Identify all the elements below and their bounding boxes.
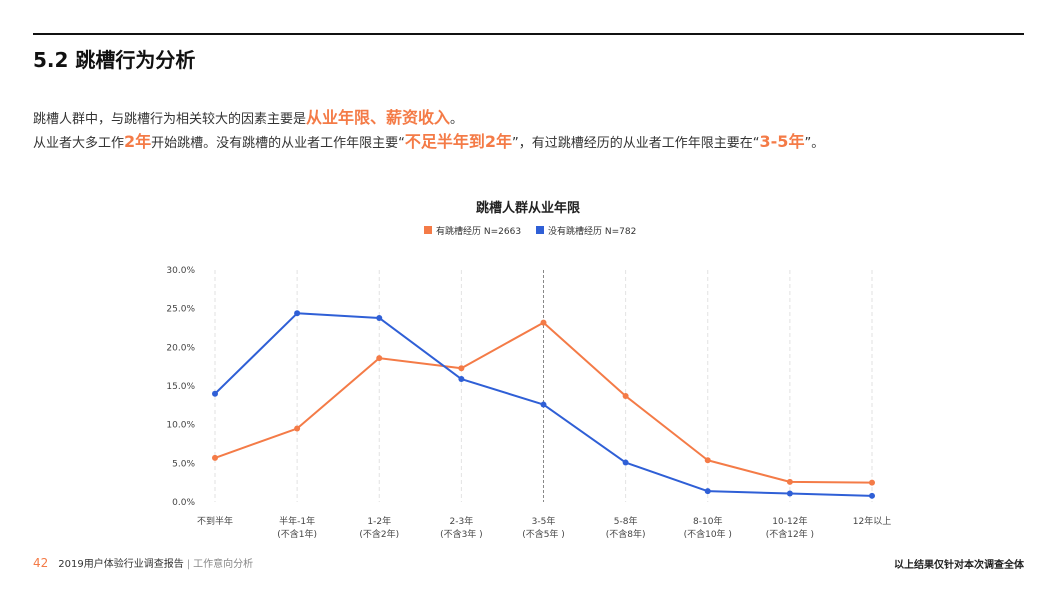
summary-highlight: 不足半年到2年 bbox=[404, 132, 513, 151]
data-point bbox=[622, 393, 629, 400]
data-point bbox=[376, 355, 383, 362]
summary-highlight: 3-5年 bbox=[759, 132, 805, 151]
summary-text: 跳槽人群中，与跳槽行为相关较大的因素主要是 bbox=[33, 112, 307, 127]
data-point bbox=[458, 376, 465, 383]
legend-swatch bbox=[536, 226, 544, 234]
data-point bbox=[622, 459, 629, 466]
summary-line-2: 从业者大多工作2年开始跳槽。没有跳槽的从业者工作年限主要“不足半年到2年”，有过… bbox=[33, 128, 824, 152]
y-tick-label: 25.0% bbox=[166, 305, 195, 315]
y-tick-label: 10.0% bbox=[166, 421, 195, 431]
page-number: 42 bbox=[33, 556, 49, 570]
summary-highlight: 从业年限、薪资收入 bbox=[306, 108, 451, 127]
data-point bbox=[540, 319, 547, 326]
section-name: 工作意向分析 bbox=[193, 559, 254, 570]
x-tick-label: (不含1年) bbox=[277, 528, 317, 540]
summary-line-1: 跳槽人群中，与跳槽行为相关较大的因素主要是从业年限、薪资收入。 bbox=[33, 104, 463, 128]
x-tick-label: (不含10年 ) bbox=[684, 528, 732, 540]
report-name: 2019用户体验行业调查报告 bbox=[58, 559, 184, 570]
x-tick-label: 半年-1年 bbox=[279, 515, 315, 527]
x-tick-label: (不含5年 ) bbox=[522, 528, 565, 540]
data-point bbox=[786, 478, 793, 485]
x-tick-label: 12年以上 bbox=[853, 515, 891, 527]
data-point bbox=[540, 401, 547, 408]
data-point bbox=[704, 457, 711, 464]
chart-grid bbox=[214, 270, 873, 502]
footer-left: 42 2019用户体验行业调查报告 | 工作意向分析 bbox=[33, 555, 253, 570]
chart-legend: 有跳槽经历 N=2663 没有跳槽经历 N=782 bbox=[424, 225, 636, 237]
summary-text: ”，有过跳槽经历的从业者工作年限主要在“ bbox=[512, 136, 760, 151]
x-tick-label: 不到半年 bbox=[197, 515, 233, 527]
data-point bbox=[212, 390, 218, 397]
chart-svg: 跳槽人群从业年限 有跳槽经历 N=2663 没有跳槽经历 N=782 0.0% 5.… bbox=[166, 200, 891, 540]
y-tick-label: 30.0% bbox=[166, 266, 195, 276]
x-axis: 不到半年 半年-1年(不含1年) 1-2年(不含2年) 2-3年(不含3年 ) 3-5年… bbox=[197, 515, 891, 540]
data-point bbox=[294, 310, 301, 317]
x-tick-label: (不含3年 ) bbox=[440, 528, 483, 540]
top-divider bbox=[33, 33, 1024, 35]
x-tick-label: 2-3年 bbox=[450, 515, 474, 527]
x-tick-label: (不含2年) bbox=[359, 528, 399, 540]
data-point bbox=[212, 454, 218, 461]
data-point bbox=[869, 479, 875, 486]
legend-label: 有跳槽经历 N=2663 bbox=[436, 225, 521, 237]
data-point bbox=[786, 490, 793, 497]
y-axis: 0.0% 5.0% 10.0% 15.0% 20.0% 25.0% 30.0% bbox=[166, 266, 195, 508]
x-tick-label: 8-10年 bbox=[693, 515, 722, 527]
page-title: 5.2 跳槽行为分析 bbox=[33, 48, 196, 72]
summary-text: 开始跳槽。没有跳槽的从业者工作年限主要“ bbox=[151, 136, 405, 151]
data-point bbox=[704, 488, 711, 495]
data-point bbox=[294, 425, 301, 432]
chart-series bbox=[212, 310, 875, 499]
y-tick-label: 5.0% bbox=[172, 459, 195, 469]
x-tick-label: 3-5年 bbox=[532, 515, 556, 527]
y-tick-label: 20.0% bbox=[166, 343, 195, 353]
footer-separator: | bbox=[186, 559, 191, 570]
legend-label: 没有跳槽经历 N=782 bbox=[548, 225, 636, 237]
summary-highlight: 2年 bbox=[124, 132, 152, 151]
footer-note: 以上结果仅针对本次调查全体 bbox=[894, 560, 1024, 571]
x-tick-label: 1-2年 bbox=[367, 515, 391, 527]
x-tick-label: (不含8年) bbox=[606, 528, 646, 540]
y-tick-label: 0.0% bbox=[172, 498, 195, 508]
x-tick-label: 10-12年 bbox=[772, 515, 807, 527]
data-point bbox=[376, 314, 383, 321]
data-point bbox=[458, 365, 465, 372]
data-point bbox=[869, 492, 875, 499]
line-chart: 跳槽人群从业年限 有跳槽经历 N=2663 没有跳槽经历 N=782 0.0% 5.… bbox=[0, 190, 1057, 550]
summary-text: ”。 bbox=[804, 136, 825, 151]
chart-title: 跳槽人群从业年限 bbox=[476, 200, 581, 216]
summary-text: 从业者大多工作 bbox=[33, 136, 125, 151]
x-tick-label: (不含12年 ) bbox=[766, 528, 814, 540]
y-tick-label: 15.0% bbox=[166, 382, 195, 392]
summary-text: 。 bbox=[450, 112, 464, 127]
legend-swatch bbox=[424, 226, 432, 234]
x-tick-label: 5-8年 bbox=[614, 515, 638, 527]
